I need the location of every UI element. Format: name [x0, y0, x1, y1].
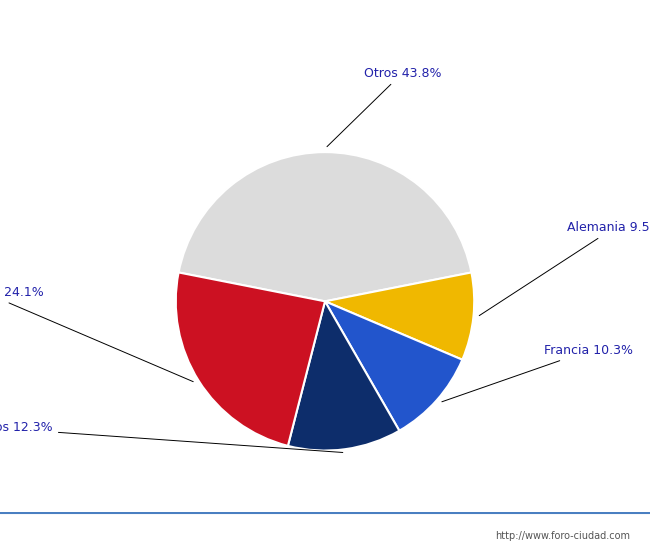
Wedge shape [325, 301, 462, 431]
Wedge shape [325, 272, 474, 360]
Text: Países Bajos 12.3%: Países Bajos 12.3% [0, 421, 343, 453]
Text: Alemania 9.5%: Alemania 9.5% [479, 221, 650, 316]
Text: Otros 43.8%: Otros 43.8% [327, 67, 441, 147]
Wedge shape [176, 272, 325, 446]
Text: http://www.foro-ciudad.com: http://www.foro-ciudad.com [495, 531, 630, 541]
Wedge shape [179, 152, 471, 301]
Text: Francia 10.3%: Francia 10.3% [442, 344, 634, 402]
Text: Pizarra - Turistas extranjeros según país - Abril de 2024: Pizarra - Turistas extranjeros según paí… [122, 11, 528, 27]
Wedge shape [288, 301, 399, 450]
Text: Reino Unido 24.1%: Reino Unido 24.1% [0, 286, 193, 382]
